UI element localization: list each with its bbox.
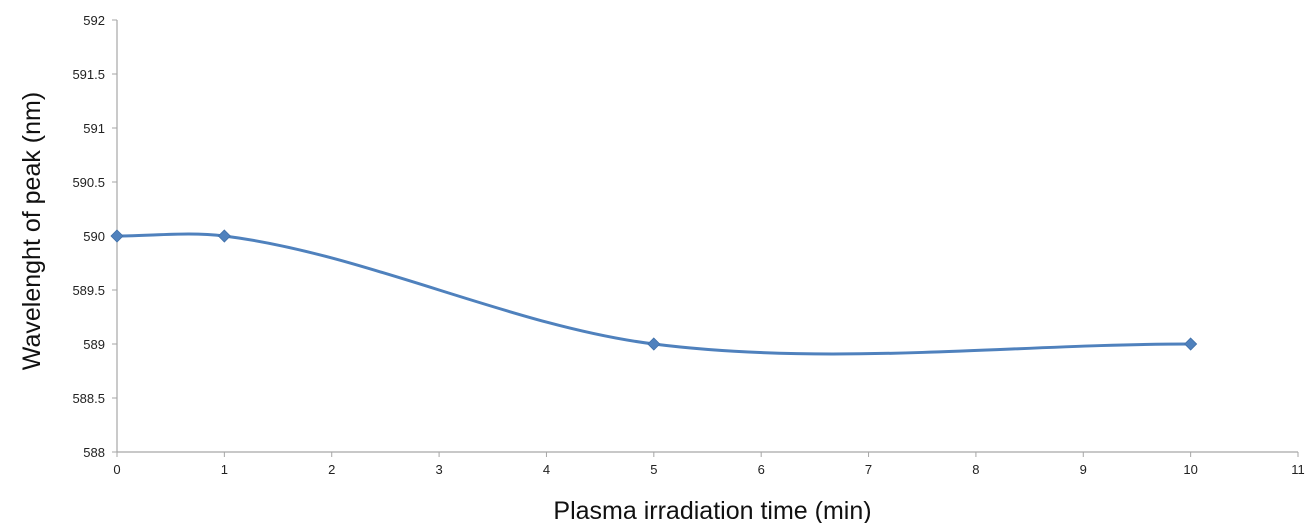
data-point-marker: [217, 229, 231, 243]
x-tick-label: 11: [1291, 462, 1305, 477]
data-point-marker: [110, 229, 124, 243]
x-tick-label: 1: [221, 462, 228, 477]
axes: [112, 19, 1299, 457]
x-axis-title: Plasma irradiation time (min): [553, 497, 871, 523]
y-tick-label: 589: [83, 337, 105, 352]
y-tick-label: 588.5: [72, 391, 105, 406]
y-tick-label: 590.5: [72, 175, 105, 190]
x-tick-label: 10: [1183, 462, 1197, 477]
y-tick-label: 590: [83, 229, 105, 244]
x-tick-label: 0: [113, 462, 120, 477]
x-tick-label: 2: [328, 462, 335, 477]
data-point-marker: [647, 337, 661, 351]
y-tick-label: 592: [83, 13, 105, 28]
x-tick-label: 4: [543, 462, 550, 477]
data-point-marker: [1184, 337, 1198, 351]
y-tick-label: 589.5: [72, 283, 105, 298]
x-tick-label: 3: [435, 462, 442, 477]
x-tick-label: 6: [758, 462, 765, 477]
data-series: [110, 229, 1198, 356]
y-tick-label: 591.5: [72, 67, 105, 82]
series-line: [115, 232, 1193, 356]
y-tick-label: 588: [83, 445, 105, 460]
x-tick-label: 5: [650, 462, 657, 477]
x-tick-label: 9: [1080, 462, 1087, 477]
y-axis-title: Wavelenght of peak (nm): [18, 92, 46, 370]
y-tick-label: 591: [83, 121, 105, 136]
x-tick-label: 8: [972, 462, 979, 477]
x-tick-label: 7: [865, 462, 872, 477]
